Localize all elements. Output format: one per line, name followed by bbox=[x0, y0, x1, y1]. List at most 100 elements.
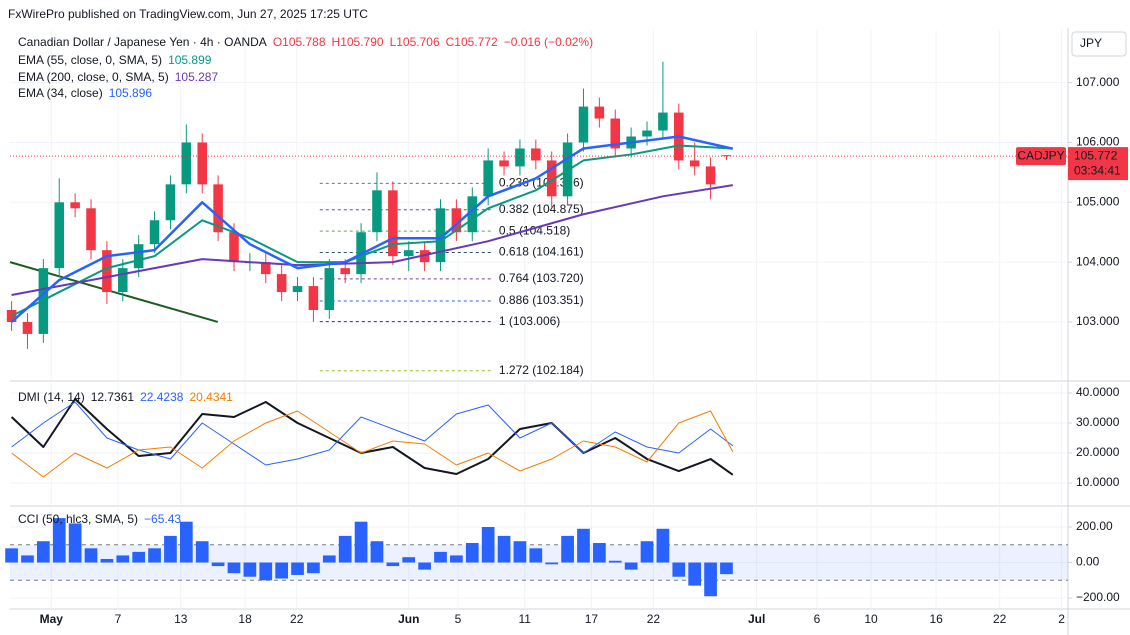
cci-bar bbox=[307, 562, 320, 574]
candle-body bbox=[435, 208, 446, 263]
legend-name: EMA (55, close, 0, SMA, 5) bbox=[18, 53, 162, 67]
y-tick-label: 200.00 bbox=[1076, 519, 1113, 533]
fib-label: 0.886 (103.351) bbox=[499, 293, 584, 307]
cci-legend: CCI (50, hlc3, SMA, 5) −65.43 bbox=[18, 512, 181, 526]
cci-bar bbox=[577, 528, 590, 563]
candle-body bbox=[483, 160, 493, 197]
cci-bar bbox=[720, 562, 733, 575]
cci-bar bbox=[132, 551, 146, 563]
candle-body bbox=[546, 160, 557, 197]
y-tick-label: −200.00 bbox=[1076, 590, 1120, 604]
legend-line: EMA (55, close, 0, SMA, 5) 105.899 bbox=[18, 53, 212, 67]
legend-name: EMA (200, close, 0, SMA, 5) bbox=[18, 70, 169, 84]
cci-bar bbox=[497, 535, 511, 563]
fib-label: 0.236 (105.316) bbox=[499, 176, 584, 190]
y-tick-label: 105.000 bbox=[1076, 194, 1120, 208]
y-tick-label: 103.000 bbox=[1076, 314, 1120, 328]
price-legend: Canadian Dollar / Japanese Yen · 4h · OA… bbox=[18, 35, 593, 100]
x-tick-label: 18 bbox=[238, 612, 252, 626]
candle-body bbox=[197, 142, 207, 185]
series-line bbox=[11, 401, 734, 466]
series-line bbox=[11, 410, 734, 478]
y-tick-label: 104.000 bbox=[1076, 254, 1120, 268]
candle-body bbox=[213, 184, 223, 233]
cci-bar bbox=[243, 562, 257, 577]
cci-bar bbox=[68, 523, 82, 563]
dmi-legend: DMI (14, 14) 12.7361 22.4238 20.4341 bbox=[18, 390, 233, 404]
legend-name: EMA (34, close) bbox=[18, 86, 103, 100]
candle-body bbox=[118, 268, 128, 293]
candle-body bbox=[467, 196, 478, 233]
candle-body bbox=[578, 106, 589, 143]
symbol-tag-label: CADJPY bbox=[1017, 148, 1064, 162]
candle-body bbox=[276, 274, 287, 293]
candle-body bbox=[149, 220, 160, 245]
candle-body bbox=[54, 202, 65, 269]
cci-bar bbox=[624, 562, 638, 570]
candle-body bbox=[721, 155, 732, 157]
candle-body bbox=[689, 160, 700, 167]
candle-body bbox=[451, 208, 462, 233]
x-tick-label: 2 bbox=[1058, 612, 1065, 626]
cci-bar bbox=[688, 562, 702, 586]
ohlc: O105.788 bbox=[273, 35, 326, 49]
cci-bar bbox=[370, 541, 384, 563]
symbol-tag bbox=[1016, 147, 1066, 166]
cci-bar bbox=[291, 562, 304, 575]
cci-bar bbox=[354, 521, 368, 563]
candle-body bbox=[70, 202, 80, 209]
ohlc: C105.772 bbox=[446, 35, 498, 49]
series-line bbox=[10, 135, 734, 323]
candle-body bbox=[515, 148, 525, 167]
cci-bar bbox=[116, 555, 130, 563]
plot-area: 0.236 (105.316)0.382 (104.875)0.5 (104.5… bbox=[5, 30, 1068, 608]
y-tick-label: 10.0000 bbox=[1076, 475, 1120, 489]
candle-body bbox=[165, 184, 176, 221]
x-tick-label: 5 bbox=[455, 612, 462, 626]
x-tick-label: 22 bbox=[647, 612, 661, 626]
x-tick-label: 17 bbox=[585, 612, 599, 626]
fib-label: 1 (103.006) bbox=[499, 314, 560, 328]
candle-body bbox=[499, 160, 509, 167]
publisher: FxWirePro published on TradingView.com, … bbox=[8, 7, 368, 21]
candle-body bbox=[372, 190, 382, 233]
y-tick-label: 107.000 bbox=[1076, 75, 1120, 89]
cci-bar bbox=[5, 548, 18, 563]
legend-line: Canadian Dollar / Japanese Yen · 4h · OA… bbox=[18, 35, 593, 49]
countdown: 03:34:41 bbox=[1074, 163, 1121, 177]
ohlc: −0.016 (−0.02%) bbox=[504, 35, 593, 49]
cci-bar bbox=[402, 557, 416, 563]
ohlc: L105.706 bbox=[390, 35, 440, 49]
currency: JPY bbox=[1080, 36, 1102, 50]
legend-value: −65.43 bbox=[144, 512, 181, 526]
cci-bar bbox=[386, 562, 400, 567]
x-tick-label: 11 bbox=[518, 612, 531, 626]
cci-bar bbox=[545, 562, 559, 565]
cci-bar bbox=[259, 562, 273, 581]
currency-button[interactable] bbox=[1071, 31, 1127, 57]
cci-bar bbox=[275, 562, 289, 579]
series-line bbox=[10, 397, 734, 476]
legend-value: 105.896 bbox=[109, 86, 153, 100]
cci-bar bbox=[148, 548, 161, 563]
candle-body bbox=[260, 262, 271, 275]
cci-bar bbox=[561, 535, 574, 563]
cci-bar bbox=[211, 562, 225, 567]
cci-bar bbox=[640, 541, 654, 563]
symbol-title: Canadian Dollar / Japanese Yen · 4h · OA… bbox=[18, 35, 267, 49]
x-tick-label: 7 bbox=[115, 612, 122, 626]
cci-bar bbox=[52, 518, 66, 563]
ohlc: H105.790 bbox=[332, 35, 384, 49]
x-tick-label: 13 bbox=[174, 612, 188, 626]
cci-bar bbox=[513, 541, 527, 563]
fib-label: 0.764 (103.720) bbox=[499, 271, 584, 285]
candle-body bbox=[86, 208, 96, 251]
cci-bar bbox=[195, 541, 209, 563]
cci-bar bbox=[465, 542, 479, 563]
fib-label: 0.382 (104.875) bbox=[499, 202, 584, 216]
legend-line: EMA (34, close) 105.896 bbox=[18, 86, 152, 100]
price-tag-label: 105.772 bbox=[1074, 148, 1118, 162]
panel bbox=[5, 508, 1068, 608]
cci-bar bbox=[450, 555, 463, 563]
